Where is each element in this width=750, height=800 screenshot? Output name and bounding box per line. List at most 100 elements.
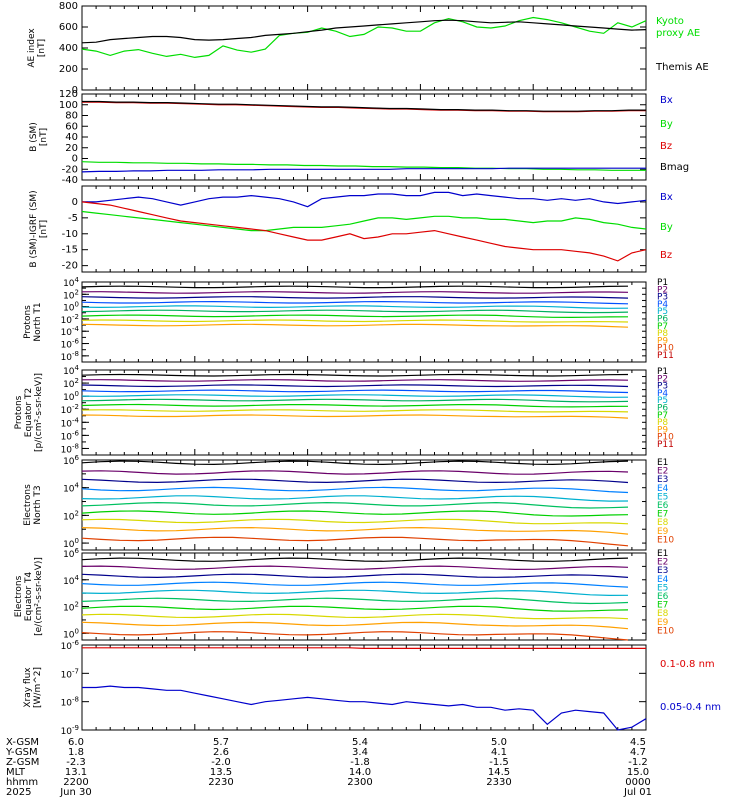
y-tick-label: 100 [63, 390, 79, 403]
y-axis-label-line: Protons [14, 395, 24, 429]
legend-p2: P2 [657, 374, 668, 384]
legend-e4: E4 [657, 484, 669, 494]
tick-base: 10 [63, 512, 75, 522]
series-line-bz [81, 201, 647, 262]
series-line-p2 [81, 291, 629, 294]
x-tick-value: 14.0 [349, 767, 371, 778]
y-axis-label-line: Electrons [14, 575, 24, 617]
y-tick-label: 10-8 [61, 442, 79, 455]
x-tick-value: -1.8 [350, 757, 370, 768]
series-line-p4 [81, 389, 629, 394]
y-tick-label: 10-4 [61, 416, 80, 429]
tick-base: 10 [63, 577, 75, 587]
y-axis-label: Xray flux [W/m^2] [23, 667, 43, 708]
series-line-e9 [81, 526, 629, 535]
x-tick-value: 2230 [208, 777, 233, 788]
x-tick-value: 13.5 [210, 767, 232, 778]
legend-bz: Bz [660, 250, 672, 261]
series-line-e8 [81, 613, 629, 620]
series-line-p3 [81, 296, 629, 299]
tick-exponent: -2 [72, 313, 79, 321]
y-tick-label: 100 [59, 100, 78, 111]
legend-bx: Bx [660, 192, 673, 203]
legend-themis-ae: Themis AE [655, 62, 709, 73]
tick-base: 10 [61, 353, 73, 363]
tick-exponent: -4 [72, 325, 80, 333]
tick-base: 10 [61, 419, 73, 429]
panel-frame [81, 552, 647, 641]
x-tick-value: 4.7 [630, 747, 646, 758]
legend-e8: E8 [657, 518, 669, 528]
series-line-e4 [81, 486, 629, 494]
legend-p6: P6 [657, 315, 668, 325]
x-tick-value: 1.8 [68, 747, 84, 758]
tick-base: 10 [61, 642, 73, 652]
x-tick-value: -2.0 [211, 757, 231, 768]
y-tick-label: 104 [63, 276, 79, 289]
y-tick-label: 10-6 [61, 429, 80, 442]
x-tick-value: 2200 [63, 777, 88, 788]
x-tick-value: Jul 01 [623, 787, 652, 798]
tick-exponent: -7 [72, 667, 79, 675]
legend-p8: P8 [657, 329, 668, 339]
series-line-p6 [81, 309, 629, 314]
series-line-bx [81, 167, 646, 173]
y-axis-label-line: Electrons [23, 484, 33, 526]
legend-p1: P1 [657, 278, 668, 288]
series-line-p1 [81, 373, 629, 377]
legend-e3: E3 [657, 475, 668, 485]
legend-e3: E3 [657, 566, 668, 576]
tick-exponent: -2 [72, 403, 79, 411]
legend-e10: E10 [657, 535, 674, 545]
y-tick-label: 120 [59, 89, 78, 100]
tick-base: 10 [63, 540, 75, 550]
y-axis-label-line: Equator T4 [24, 572, 34, 622]
y-axis-label-line: AE index [27, 28, 37, 68]
y-tick-label: 80 [65, 111, 78, 122]
x-tick-value: 14.5 [488, 767, 510, 778]
legend-e8: E8 [657, 609, 669, 619]
x-tick-value: 13.1 [65, 767, 87, 778]
series-line-xray-0-05-0-4-nm [82, 685, 647, 731]
y-axis-label-line: North T3 [33, 485, 43, 524]
x-tick-value: 6.0 [68, 737, 84, 748]
y-tick-label: 10-2 [61, 403, 79, 416]
legend-e9: E9 [657, 618, 669, 628]
series-line-p6 [81, 398, 629, 403]
tick-exponent: 0 [75, 390, 79, 398]
y-axis-label-line: Protons [23, 305, 33, 339]
y-axis-label: B (SM) [nT] [29, 122, 49, 152]
series-line-kyoto-proxy-ae [81, 16, 647, 59]
legend-p9: P9 [657, 336, 668, 346]
x-tick-value: 5.4 [352, 737, 368, 748]
y-tick-label: -15 [62, 245, 78, 256]
panel-frame [81, 644, 647, 731]
y-tick-label: 0 [72, 197, 78, 208]
legend-e2: E2 [657, 558, 668, 568]
legend-p5: P5 [657, 396, 668, 406]
series-line-p1 [81, 285, 629, 289]
tick-exponent: 2 [75, 288, 79, 296]
y-axis-label-line: [W/m^2] [33, 667, 43, 708]
legend-xray-short: 0.05-0.4 nm [660, 702, 721, 713]
y-tick-label: 800 [59, 1, 78, 12]
series-line-e1 [81, 460, 629, 466]
legend-p5: P5 [657, 307, 668, 317]
series-line-p8 [81, 319, 629, 323]
x-tick-value: -2.3 [66, 757, 86, 768]
tick-exponent: -8 [72, 696, 79, 704]
legend-by: By [660, 119, 673, 130]
y-axis-label-line: [e/(cm²-s-sr-keV)] [34, 557, 44, 636]
y-tick-label: 102 [63, 288, 79, 301]
tick-base: 10 [61, 699, 73, 709]
legend-bz: Bz [660, 141, 672, 152]
y-tick-label: 400 [59, 43, 78, 54]
y-tick-label: -20 [62, 261, 78, 272]
tick-base: 10 [63, 367, 75, 377]
legend-p10: P10 [657, 433, 674, 443]
